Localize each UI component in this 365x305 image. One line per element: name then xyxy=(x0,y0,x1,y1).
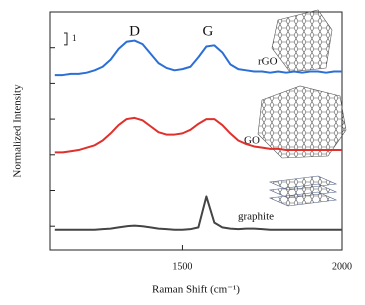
spectrum-line xyxy=(54,195,342,231)
y-axis-label: Normalized Intensity xyxy=(12,84,24,178)
peak-label: D xyxy=(129,23,140,39)
graphite-structure xyxy=(268,175,338,207)
scale-bar-label: 1 xyxy=(72,33,77,43)
peak-label: G xyxy=(203,23,214,39)
spectrum-line xyxy=(54,116,342,154)
series-label: GO xyxy=(244,135,260,147)
scale-bar xyxy=(64,32,68,46)
x-axis-label: Raman Shift (cm⁻¹) xyxy=(152,284,240,296)
series-label: rGO xyxy=(258,56,278,68)
x-tick-label: 1500 xyxy=(172,261,192,272)
series-label: graphite xyxy=(238,211,274,223)
rgo-structure xyxy=(271,9,333,73)
spectrum-line xyxy=(54,39,342,77)
x-tick-label: 2000 xyxy=(332,261,352,272)
go-structure xyxy=(257,85,347,159)
